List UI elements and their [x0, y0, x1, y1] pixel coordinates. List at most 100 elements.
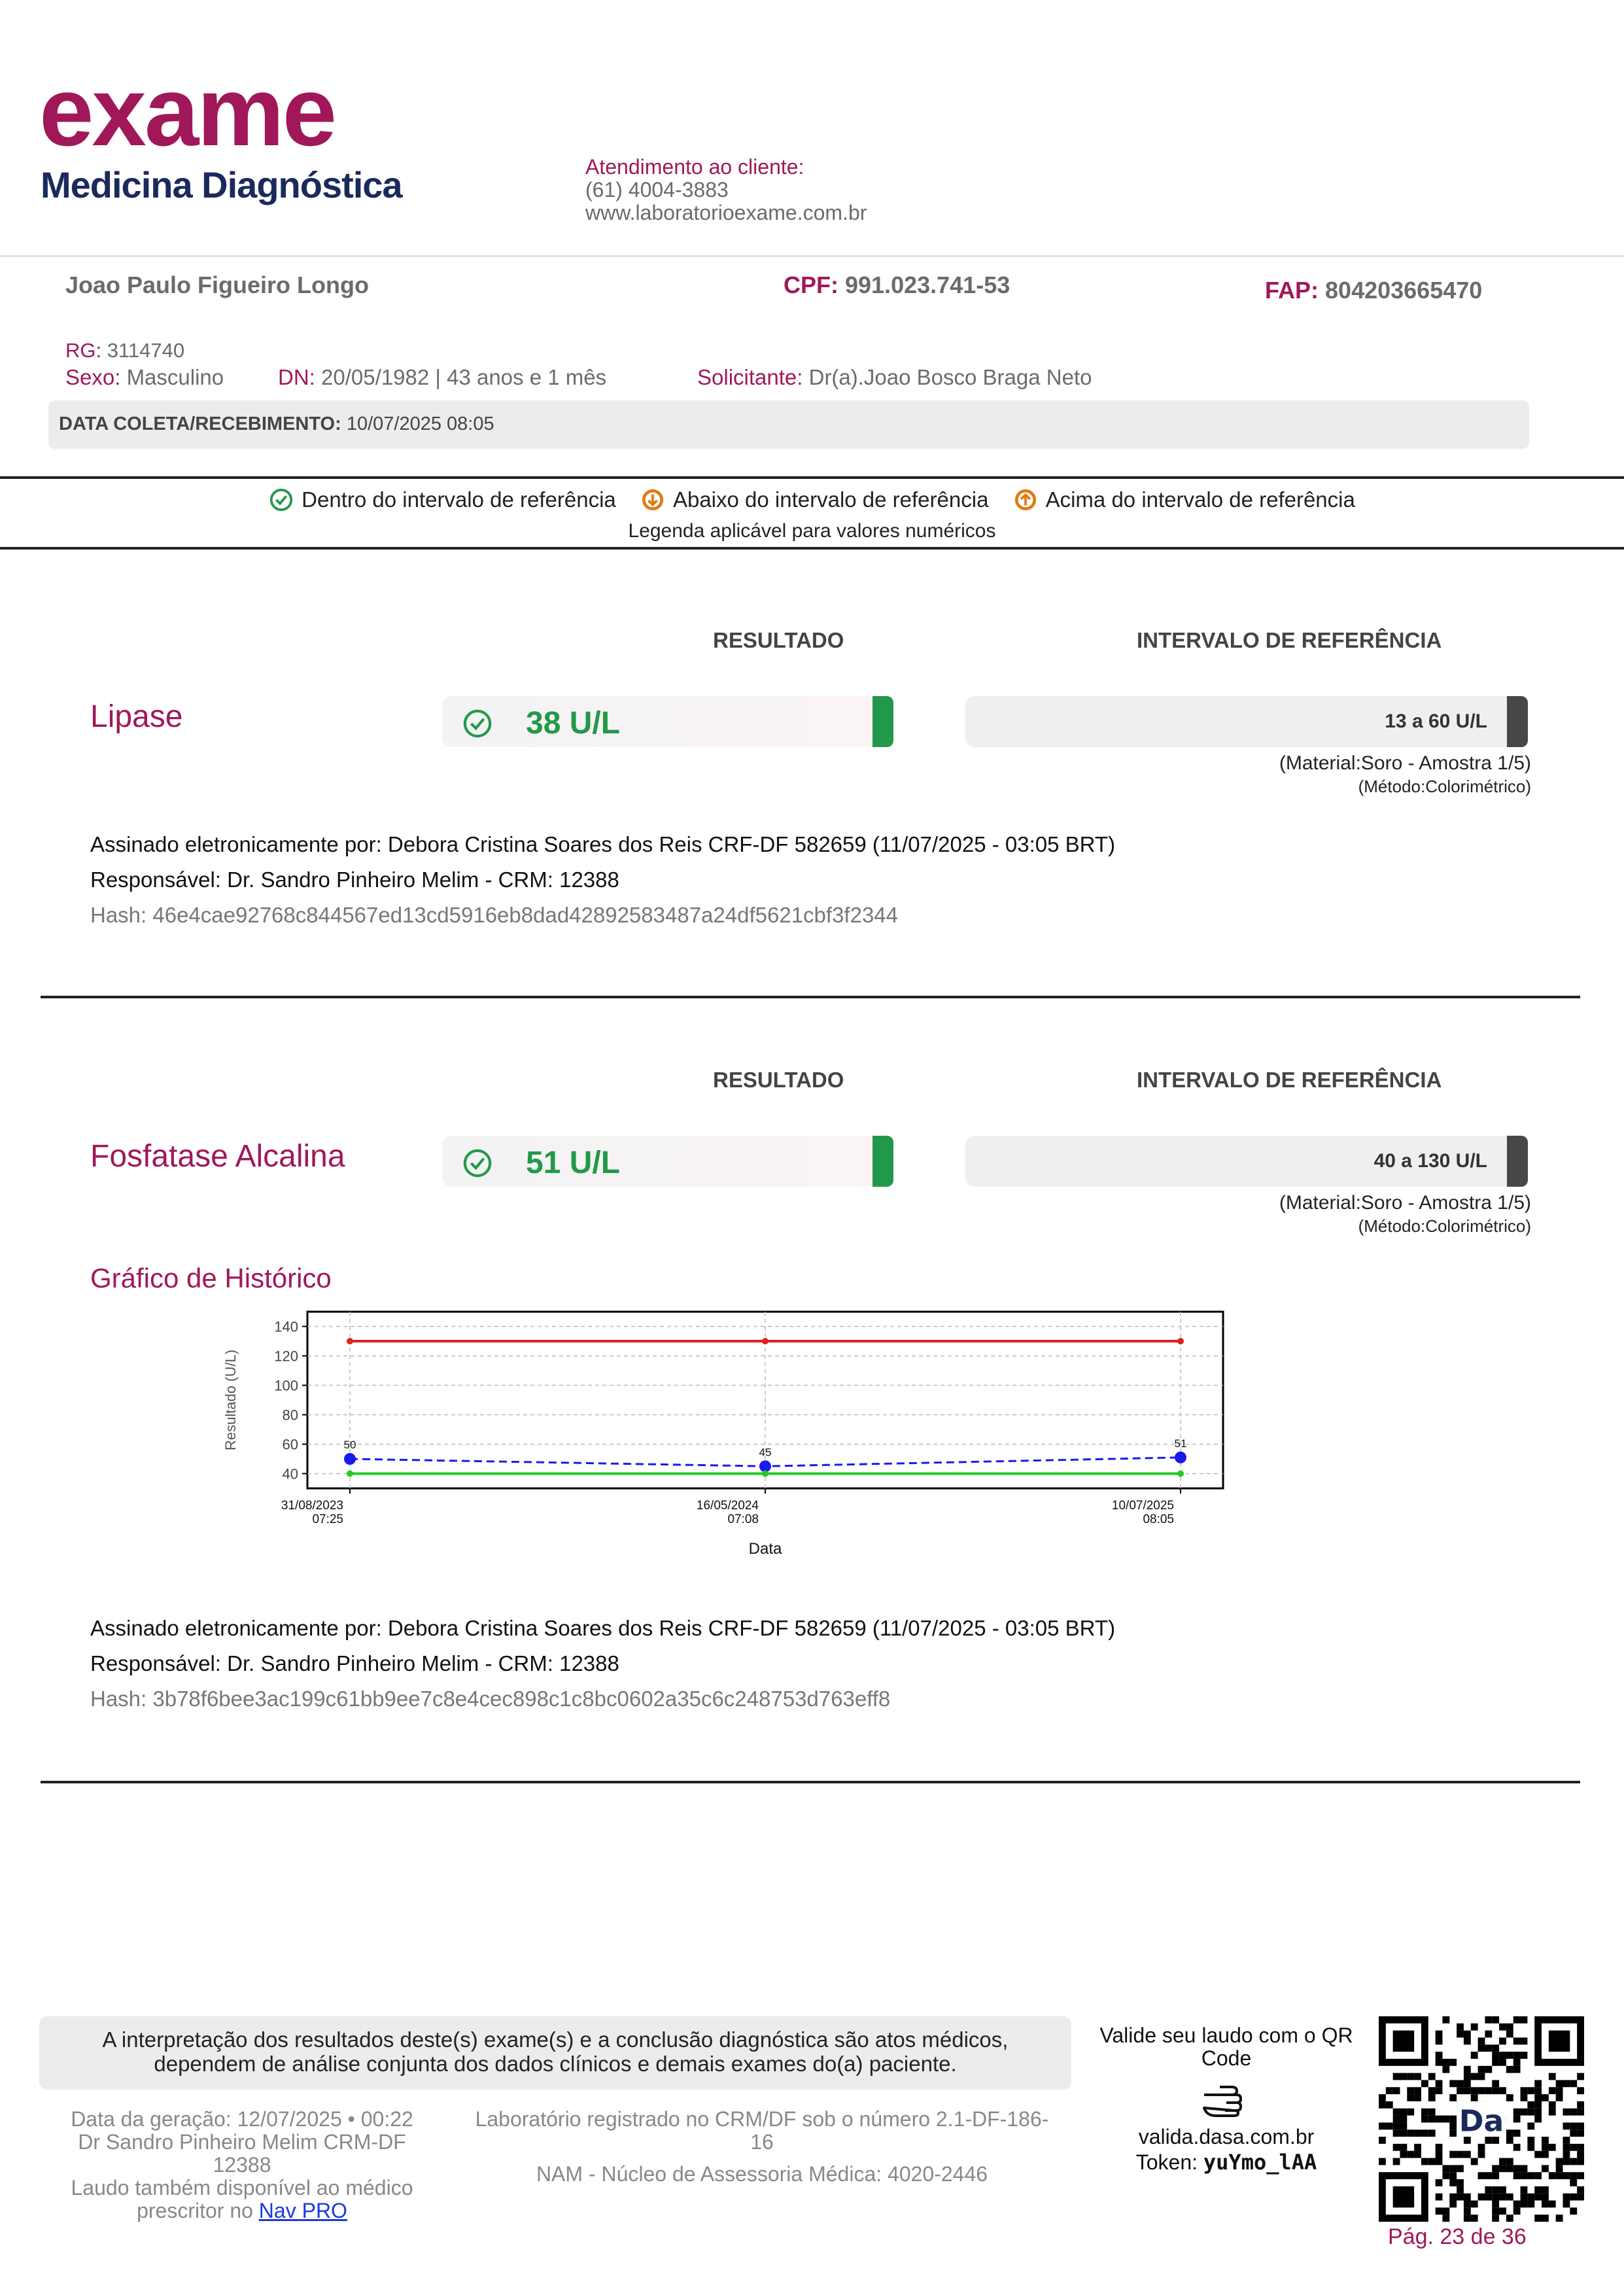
patient-birthdate: DN: 20/05/1982 | 43 anos e 1 mês	[278, 365, 607, 389]
patient-cpf: CPF: 991.023.741-53	[784, 272, 1011, 298]
x-axis-label: Data	[749, 1540, 782, 1558]
validate-text-1: Valide seu laudo com o QR	[1099, 2023, 1353, 2047]
arrow-up-circle-icon	[1014, 489, 1036, 511]
collection-bar: DATA COLETA/RECEBIMENTO: 10/07/2025 08:0…	[48, 400, 1529, 449]
lab-registration: Laboratório registrado no CRM/DF sob o n…	[451, 2108, 1073, 2186]
status-legend: Dentro do intervalo de referência Abaixo…	[0, 487, 1624, 542]
signature-block-alkaline-phosphatase: Assinado eletronicamente por: Debora Cri…	[90, 1611, 1115, 1717]
token-value: yuYmo_lAA	[1203, 2150, 1317, 2175]
data-point	[762, 1470, 769, 1477]
generation-date: Data da geração: 12/07/2025 • 00:22	[71, 2107, 413, 2131]
reference-box-alkaline-phosphatase: 40 a 130 U/L	[965, 1136, 1528, 1187]
result-column-header: RESULTADO	[713, 628, 844, 652]
test-name-lipase: Lipase	[90, 699, 183, 734]
generation-crm: 12388	[213, 2153, 271, 2177]
data-point	[1177, 1470, 1184, 1477]
validation-block: Valide seu laudo com o QR Code valida.da…	[1082, 2024, 1370, 2174]
data-point	[344, 1453, 356, 1465]
result-value-lipase: 38 U/L	[526, 706, 621, 741]
reference-value-lipase: 13 a 60 U/L	[1385, 710, 1487, 732]
data-point	[1175, 1451, 1186, 1463]
lab-registration-line-1: Laboratório registrado no CRM/DF sob o n…	[475, 2107, 1049, 2131]
material-alkaline-phosphatase: (Material:Soro - Amostra 1/5)	[1279, 1192, 1531, 1214]
patient-name: Joao Paulo Figueiro Longo	[65, 272, 369, 298]
reference-box-lipase: 13 a 60 U/L	[965, 696, 1528, 747]
reference-bar	[1507, 1136, 1528, 1187]
x-tick-label: 31/08/2023	[281, 1499, 343, 1513]
legend-below: Abaixo do intervalo de referência	[672, 487, 989, 512]
qr-code[interactable]: Da	[1379, 2016, 1584, 2222]
page-number: Pág. 23 de 36	[1388, 2224, 1527, 2249]
x-tick-label: 07:08	[727, 1513, 759, 1526]
pointing-hand-icon	[1203, 2086, 1242, 2117]
material-lipase: (Material:Soro - Amostra 1/5)	[1279, 752, 1531, 774]
data-point	[347, 1338, 353, 1344]
data-label: 51	[1175, 1437, 1187, 1450]
logo-subtitle: Medicina Diagnóstica	[41, 164, 403, 205]
legend-top-rule	[0, 476, 1624, 479]
responsible: Responsável: Dr. Sandro Pinheiro Melim -…	[90, 867, 619, 892]
customer-service: Atendimento ao cliente: (61) 4004-3883 w…	[585, 156, 867, 224]
legend-above: Acima do intervalo de referência	[1045, 487, 1355, 512]
y-tick-label: 140	[274, 1319, 298, 1335]
qr-center-logo: Da	[1459, 2103, 1504, 2138]
disclaimer-line-2: dependem de análise conjunta dos dados c…	[154, 2052, 957, 2076]
reference-value-alkaline-phosphatase: 40 a 130 U/L	[1373, 1150, 1487, 1172]
customer-service-title: Atendimento ao cliente:	[585, 155, 804, 179]
patient-rg: RG: 3114740	[65, 339, 185, 362]
x-tick-label: 08:05	[1143, 1513, 1174, 1526]
result-box-alkaline-phosphatase: 51 U/L	[442, 1136, 893, 1187]
method-lipase: (Método:Colorimétrico)	[1358, 777, 1531, 796]
data-label: 50	[344, 1439, 356, 1451]
collection-date: 10/07/2025 08:05	[346, 413, 494, 434]
signature-block-lipase: Assinado eletronicamente por: Debora Cri…	[90, 827, 1115, 933]
signed-by: Assinado eletronicamente por: Debora Cri…	[90, 1616, 1116, 1640]
data-point	[762, 1338, 769, 1344]
method-alkaline-phosphatase: (Método:Colorimétrico)	[1358, 1216, 1531, 1236]
patient-fap: FAP: 804203665470	[1265, 277, 1483, 304]
legend-note: Legenda aplicável para valores numéricos	[628, 520, 996, 542]
patient-sex: Sexo: Masculino	[65, 365, 224, 389]
reference-bar	[1507, 696, 1528, 747]
nam-contact: NAM - Núcleo de Assessoria Médica: 4020-…	[536, 2162, 988, 2186]
legend-bottom-rule	[0, 547, 1624, 550]
y-axis-label: Resultado (U/L)	[222, 1350, 239, 1450]
reference-column-header: INTERVALO DE REFERÊNCIA	[1137, 628, 1442, 652]
collection-label: DATA COLETA/RECEBIMENTO:	[59, 413, 341, 434]
header-divider	[0, 255, 1624, 257]
legend-within: Dentro do intervalo de referência	[302, 487, 616, 512]
history-title: Gráfico de Histórico	[90, 1263, 332, 1293]
validation-site: valida.dasa.com.br	[1138, 2125, 1315, 2148]
data-label: 45	[759, 1446, 772, 1458]
check-circle-icon	[463, 1149, 492, 1178]
x-tick-label: 16/05/2024	[697, 1499, 759, 1513]
responsible: Responsável: Dr. Sandro Pinheiro Melim -…	[90, 1651, 619, 1675]
check-circle-icon	[463, 709, 492, 738]
result-column-header: RESULTADO	[713, 1068, 844, 1092]
arrow-down-circle-icon	[642, 489, 664, 511]
data-point	[347, 1470, 353, 1477]
y-tick-label: 40	[283, 1466, 298, 1482]
status-bar	[872, 1136, 893, 1187]
test-name-alkaline-phosphatase: Fosfatase Alcalina	[90, 1139, 345, 1174]
signed-by: Assinado eletronicamente por: Debora Cri…	[90, 832, 1116, 856]
hash: Hash: 3b78f6bee3ac199c61bb9ee7c8e4cec898…	[90, 1687, 891, 1711]
nav-pro-link[interactable]: Nav PRO	[258, 2199, 347, 2222]
customer-service-site: www.laboratorioexame.com.br	[585, 201, 867, 224]
customer-service-phone: (61) 4004-3883	[585, 178, 729, 201]
y-tick-label: 60	[283, 1437, 298, 1453]
reference-column-header: INTERVALO DE REFERÊNCIA	[1137, 1068, 1442, 1092]
generation-prescriber: prescritor no	[137, 2199, 253, 2222]
data-point	[1177, 1338, 1184, 1344]
y-tick-label: 80	[283, 1407, 298, 1424]
generation-info: Data da geração: 12/07/2025 • 00:22 Dr S…	[46, 2108, 438, 2222]
disclaimer-line-1: A interpretação dos resultados deste(s) …	[102, 2027, 1009, 2052]
generation-doctor: Dr Sandro Pinheiro Melim CRM-DF	[78, 2130, 406, 2154]
disclaimer-box: A interpretação dos resultados deste(s) …	[39, 2016, 1071, 2090]
section-divider	[41, 996, 1580, 998]
patient-requester: Solicitante: Dr(a).Joao Bosco Braga Neto	[697, 365, 1092, 389]
x-tick-label: 07:25	[312, 1513, 343, 1526]
hash: Hash: 46e4cae92768c844567ed13cd5916eb8da…	[90, 903, 899, 927]
check-circle-icon	[270, 488, 293, 512]
